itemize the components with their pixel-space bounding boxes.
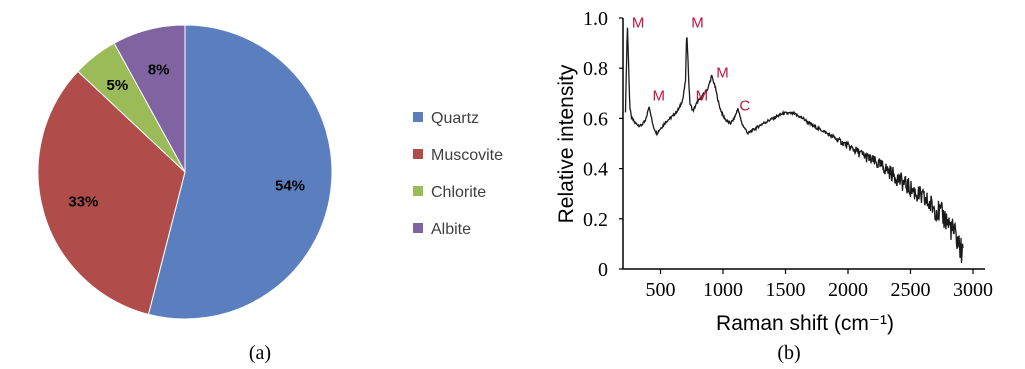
y-ticks: 0 0.2 0.4 0.6 0.8 1.0 [583,8,623,281]
x-tick-label: 1500 [766,279,806,301]
spectrum-axes [622,18,985,270]
legend-swatch-albite [413,223,423,233]
y-tick-label: 0.8 [583,58,608,80]
peak-annotation: M [632,15,645,32]
x-ticks: 500 1000 1500 2000 2500 3000 [646,269,993,301]
pie-label-quartz: 54% [275,177,305,194]
legend-swatch-muscovite [413,149,423,159]
peak-annotation: C [739,97,750,114]
pie-legend: Quartz Muscovite Chlorite Albite [413,110,503,238]
pie-chart [37,24,333,320]
x-tick-label: 1000 [703,279,743,301]
legend-label-muscovite: Muscovite [431,147,503,164]
legend-label-quartz: Quartz [431,110,479,127]
legend-swatch-quartz [413,112,423,122]
x-tick-label: 3000 [953,279,993,301]
pie-label-chlorite: 5% [107,77,129,94]
y-tick-label: 0.6 [583,108,608,130]
pie-slice-muscovite [37,70,186,315]
peak-annotation: M [696,87,709,104]
pie-label-albite: 8% [148,62,170,79]
spectrum-line [624,27,964,263]
y-tick-label: 0 [598,259,608,281]
y-tick-label: 0.4 [583,159,608,181]
x-tick-label: 2000 [828,279,868,301]
pie-label-muscovite: 33% [68,194,98,211]
y-tick-label: 0.2 [583,209,608,231]
pie-slice-albite [113,24,186,173]
y-axis-title: Relative intensity [555,64,578,223]
legend-label-albite: Albite [431,221,471,238]
pie-slice-quartz [147,24,333,320]
y-tick-label: 1.0 [583,8,608,30]
legend-swatch-chlorite [413,186,423,196]
peak-annotation: M [716,65,729,82]
peak-annotation: M [691,15,704,32]
panel-label-b: (b) [777,342,800,364]
legend-label-chlorite: Chlorite [431,184,486,201]
peak-annotation: M [653,87,666,104]
panel-label-a: (a) [249,342,271,364]
pie-value-labels: 54% 33% 5% 8% [68,62,305,211]
x-tick-label: 2500 [891,279,931,301]
x-axis-title: Raman shift (cm⁻¹) [716,312,894,335]
x-tick-label: 500 [646,279,676,301]
